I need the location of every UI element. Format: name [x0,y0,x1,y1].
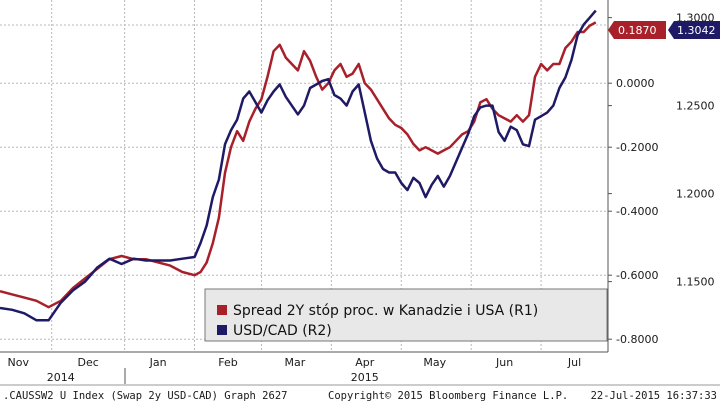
x-month-label: Jun [495,356,513,369]
last-value-label-usdcad: 1.3042 [677,24,716,37]
plot-lines [0,9,597,322]
last-value-label-spread: 0.1870 [618,24,657,37]
legend: Spread 2Y stóp proc. w Kanadzie i USA (R… [204,288,608,342]
r1-tick-label: -0.2000 [616,141,658,154]
legend-label-spread: Spread 2Y stóp proc. w Kanadzie i USA (R… [233,303,538,319]
r1-tick-label: -0.8000 [616,333,658,346]
legend-box [204,288,608,342]
x-year-label: 2014 [47,371,75,384]
x-month-label: May [423,356,446,369]
x-month-label: Dec [78,356,99,369]
footer-copyright: Copyright© 2015 Bloomberg Finance L.P. [328,390,568,402]
x-month-label: Apr [355,356,375,369]
r2-tick-label: 1.1500 [676,276,715,289]
series-line-usdcad [0,9,597,322]
x-month-label: Jan [149,356,167,369]
footer-timestamp: 22-Jul-2015 16:37:33 [591,390,717,402]
x-month-label: Feb [218,356,237,369]
x-year-label: 2015 [351,371,379,384]
legend-label-usdcad: USD/CAD (R2) [233,323,332,339]
last-value-tag-usdcad [668,21,720,39]
x-month-label: Nov [8,356,30,369]
r1-tick-label: 0.0000 [616,77,655,90]
r1-tick-label: -0.6000 [616,269,658,282]
series-line-spread [0,21,597,309]
footer-index-info: .CAUSSW2 U Index (Swap 2y USD-CAD) Graph… [3,390,287,402]
x-month-label: Jul [567,356,581,369]
last-value-tags: 0.1870 1.3042 [608,21,720,39]
last-value-tag-spread [608,21,666,39]
r1-tick-label: -0.4000 [616,205,658,218]
r2-tick-label: 1.2000 [676,188,715,201]
legend-swatch-spread [217,305,227,315]
footer: .CAUSSW2 U Index (Swap 2y USD-CAD) Graph… [0,384,720,402]
r2-tick-label: 1.2500 [676,100,715,113]
x-month-label: Mar [284,356,305,369]
legend-swatch-usdcad [217,325,227,335]
